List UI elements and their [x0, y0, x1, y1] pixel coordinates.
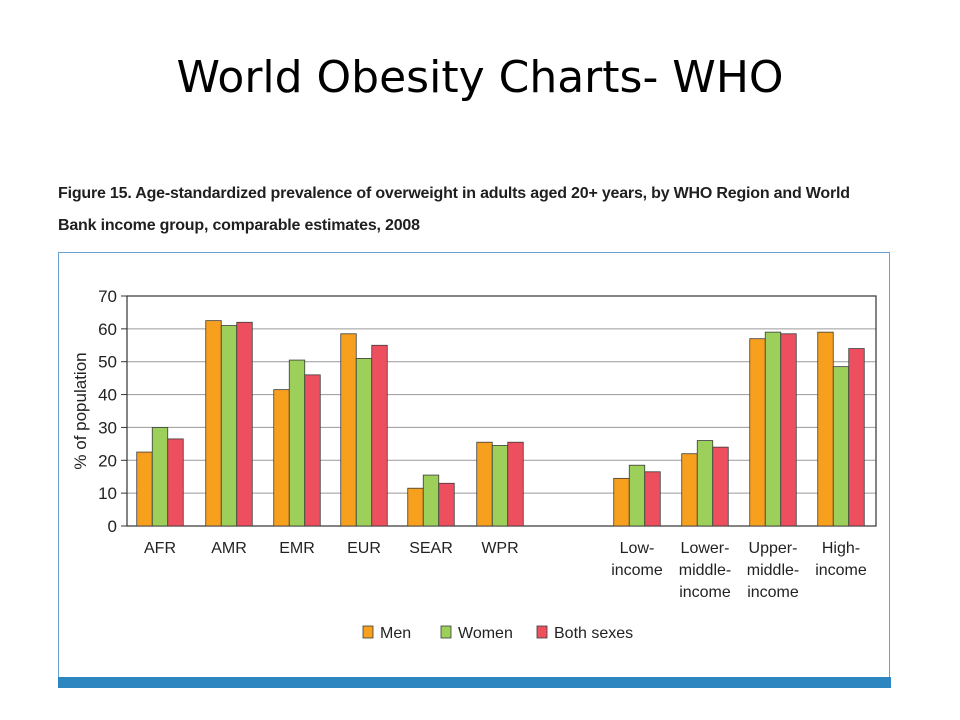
bar-women — [151, 427, 169, 527]
bar-both-sexes — [167, 438, 184, 527]
y-tick-label: 20 — [98, 451, 117, 470]
x-category-label: AMR — [211, 540, 247, 557]
bar-women — [832, 366, 850, 527]
legend-swatch — [362, 625, 374, 639]
x-category-label: EUR — [347, 540, 381, 557]
y-tick-label: 60 — [98, 320, 117, 339]
bar-women — [628, 464, 646, 527]
y-tick-label: 0 — [108, 517, 117, 536]
y-tick-label: 30 — [98, 418, 117, 437]
bar-men — [681, 453, 698, 527]
y-tick-label: 50 — [98, 353, 117, 372]
x-category-label: WPR — [481, 540, 518, 557]
bar-men — [340, 333, 357, 527]
bar-men — [476, 441, 493, 527]
bar-both-sexes — [236, 321, 253, 527]
legend-label: Women — [458, 625, 513, 642]
bar-women — [422, 474, 440, 527]
bar-both-sexes — [780, 333, 797, 527]
x-category-label: income — [679, 584, 731, 601]
bar-men — [136, 451, 153, 527]
figure-caption-line2: Bank income group, comparable estimates,… — [58, 217, 420, 234]
y-tick-label: 70 — [98, 287, 117, 306]
legend-label: Men — [380, 625, 411, 642]
legend-swatch — [536, 625, 548, 639]
x-category-label: Low- — [620, 540, 655, 557]
bar-women — [220, 325, 238, 527]
bar-women — [764, 331, 782, 527]
bar-both-sexes — [712, 446, 729, 527]
bar-both-sexes — [371, 344, 388, 527]
x-category-label: middle- — [747, 562, 799, 579]
legend-label: Both sexes — [554, 625, 633, 642]
bottom-accent-bar — [58, 677, 891, 688]
bar-women — [696, 440, 714, 527]
legend-swatch — [440, 625, 452, 639]
x-category-label: income — [815, 562, 867, 579]
bar-both-sexes — [438, 482, 455, 527]
bar-both-sexes — [644, 471, 661, 527]
slide-title: World Obesity Charts- WHO — [176, 52, 784, 103]
x-category-label: Upper- — [749, 540, 798, 557]
x-category-label: income — [611, 562, 663, 579]
figure-caption: Figure 15. Age-standardized prevalence o… — [58, 178, 878, 242]
bar-women — [288, 359, 306, 527]
x-category-label: SEAR — [409, 540, 453, 557]
y-axis-label: % of population — [71, 352, 90, 469]
x-category-label: middle- — [679, 562, 731, 579]
x-category-label: income — [747, 584, 799, 601]
bar-both-sexes — [848, 348, 865, 527]
y-tick-label: 10 — [98, 484, 117, 503]
bar-men — [613, 477, 630, 527]
x-category-label: AFR — [144, 540, 176, 557]
chart-frame — [58, 252, 890, 680]
y-tick-label: 40 — [98, 386, 117, 405]
bar-men — [407, 487, 424, 527]
bar-women — [491, 445, 509, 527]
bar-women — [355, 358, 373, 527]
bar-men — [817, 331, 834, 527]
x-category-label: Lower- — [681, 540, 730, 557]
x-category-label: High- — [822, 540, 860, 557]
bar-men — [273, 389, 290, 527]
bar-men — [205, 320, 222, 527]
figure-caption-line1: Figure 15. Age-standardized prevalence o… — [58, 185, 850, 202]
bar-both-sexes — [304, 374, 321, 527]
bar-men — [749, 338, 766, 527]
bar-both-sexes — [507, 441, 524, 527]
x-category-label: EMR — [279, 540, 315, 557]
